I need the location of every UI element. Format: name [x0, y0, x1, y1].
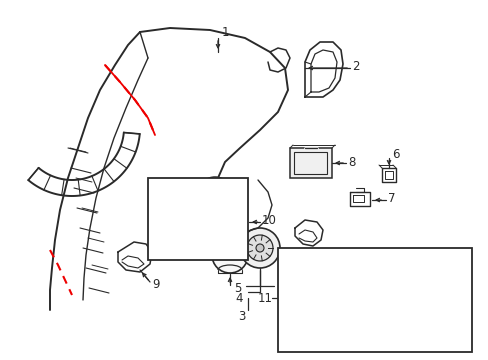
- Text: 11: 11: [258, 292, 272, 305]
- Text: 4: 4: [235, 292, 242, 305]
- Bar: [293, 152, 326, 174]
- Text: 2: 2: [351, 60, 359, 73]
- Text: 6: 6: [391, 148, 399, 161]
- Bar: [351, 322, 367, 336]
- Circle shape: [246, 235, 272, 261]
- Bar: [354, 325, 364, 333]
- Text: 1: 1: [222, 26, 229, 39]
- Circle shape: [212, 237, 247, 273]
- Bar: [148, 178, 247, 260]
- Text: 3: 3: [238, 310, 245, 323]
- Bar: [278, 248, 471, 352]
- Text: 8: 8: [347, 156, 355, 168]
- Text: 9: 9: [152, 278, 159, 291]
- Text: 7: 7: [387, 193, 395, 206]
- Text: 10: 10: [262, 215, 276, 228]
- Bar: [377, 322, 393, 336]
- Circle shape: [240, 228, 280, 268]
- Bar: [289, 148, 331, 178]
- Bar: [380, 325, 390, 333]
- Text: 5: 5: [234, 282, 241, 294]
- Circle shape: [256, 244, 264, 252]
